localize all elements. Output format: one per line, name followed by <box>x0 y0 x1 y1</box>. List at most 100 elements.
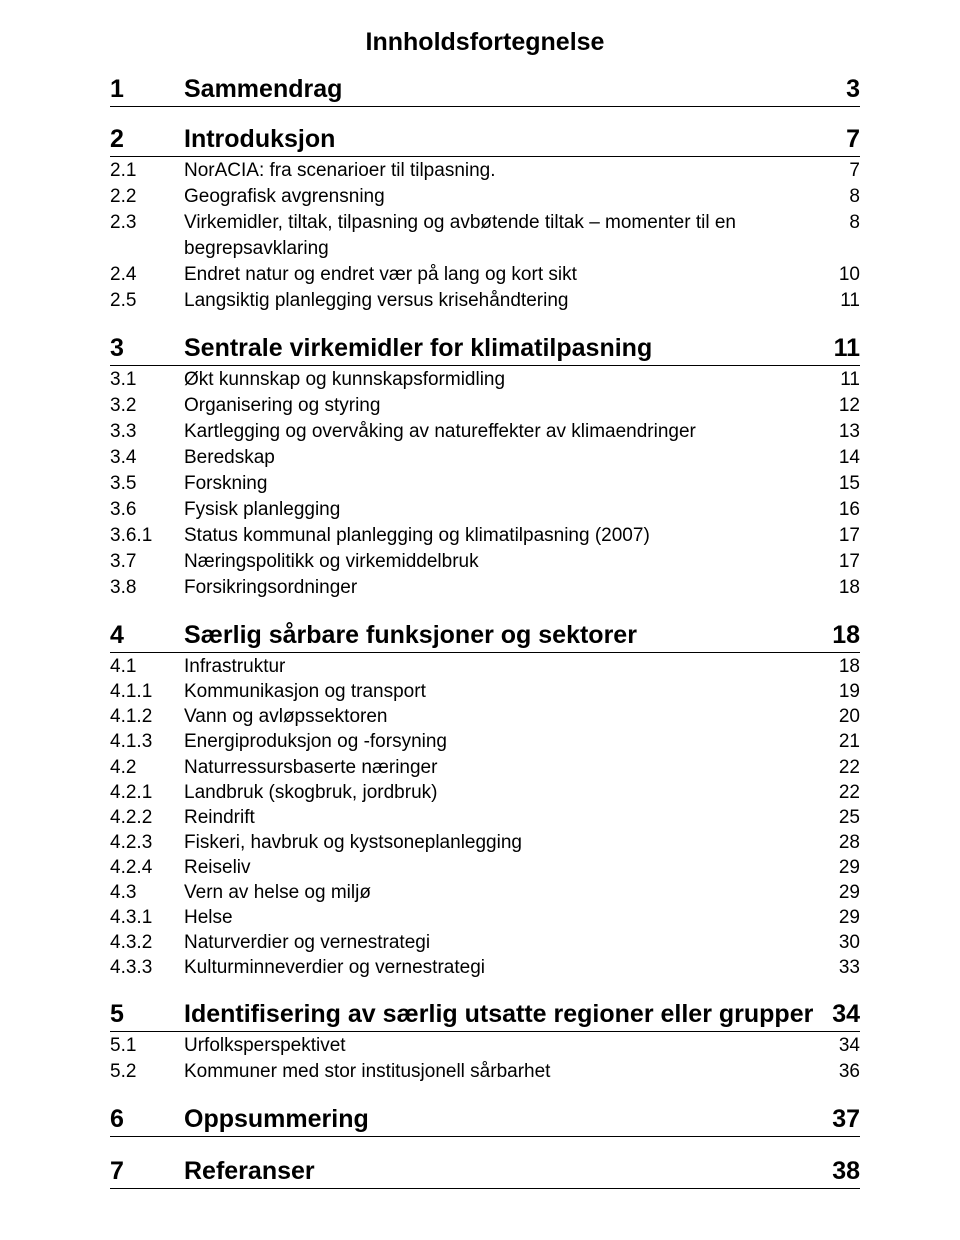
entry-label: Fiskeri, havbruk og kystsoneplanlegging <box>184 830 826 855</box>
entry-label: Kommunikasjon og transport <box>184 679 826 704</box>
entry-number: 4.3.2 <box>110 930 184 955</box>
toc-section: 6 Oppsummering 37 <box>110 1105 860 1137</box>
toc-entry: 3.7 Næringspolitikk og virkemiddelbruk 1… <box>110 549 860 575</box>
toc-section: 3 Sentrale virkemidler for klimatilpasni… <box>110 334 860 601</box>
entry-page: 12 <box>826 393 860 419</box>
entry-page: 28 <box>826 830 860 855</box>
section-page: 11 <box>826 334 860 363</box>
section-number: 4 <box>110 621 184 650</box>
section-number: 3 <box>110 334 184 363</box>
toc-section: 2 Introduksjon 7 2.1 NorACIA: fra scenar… <box>110 125 860 314</box>
toc-entry: 5.2 Kommuner med stor institusjonell sår… <box>110 1059 860 1085</box>
entry-page: 17 <box>826 549 860 575</box>
entry-page: 29 <box>826 880 860 905</box>
entry-page: 16 <box>826 497 860 523</box>
entry-number: 5.2 <box>110 1059 184 1085</box>
entry-label: Urfolksperspektivet <box>184 1033 826 1059</box>
toc-section: 7 Referanser 38 <box>110 1157 860 1189</box>
entry-number: 3.5 <box>110 471 184 497</box>
entry-number: 3.8 <box>110 575 184 601</box>
toc-entry: 4.3.2 Naturverdier og vernestrategi 30 <box>110 930 860 955</box>
section-label: Særlig sårbare funksjoner og sektorer <box>184 621 826 650</box>
section-page: 37 <box>826 1105 860 1134</box>
entry-page: 18 <box>826 654 860 679</box>
entry-number: 2.2 <box>110 184 184 210</box>
section-label: Introduksjon <box>184 125 826 154</box>
toc-entry: 4.1 Infrastruktur 18 <box>110 654 860 679</box>
entry-page: 21 <box>826 729 860 754</box>
entry-page: 19 <box>826 679 860 704</box>
entry-page: 22 <box>826 780 860 805</box>
toc-entry: 2.5 Langsiktig planlegging versus kriseh… <box>110 288 860 314</box>
entry-number: 4.2.1 <box>110 780 184 805</box>
entry-label: Naturressursbaserte næringer <box>184 755 826 780</box>
toc-entry: 3.2 Organisering og styring 12 <box>110 393 860 419</box>
entry-page: 13 <box>826 419 860 445</box>
section-heading: 4 Særlig sårbare funksjoner og sektorer … <box>110 621 860 653</box>
toc-entry: 2.3 Virkemidler, tiltak, tilpasning og a… <box>110 210 860 262</box>
entry-page: 7 <box>826 158 860 184</box>
toc-entry: 4.2 Naturressursbaserte næringer 22 <box>110 755 860 780</box>
entry-page: 22 <box>826 755 860 780</box>
section-page: 3 <box>826 75 860 104</box>
entry-page: 34 <box>826 1033 860 1059</box>
entry-number: 3.2 <box>110 393 184 419</box>
entry-number: 4.1 <box>110 654 184 679</box>
section-heading: 6 Oppsummering 37 <box>110 1105 860 1137</box>
toc-entry: 4.2.1 Landbruk (skogbruk, jordbruk) 22 <box>110 780 860 805</box>
toc-entry: 2.1 NorACIA: fra scenarioer til tilpasni… <box>110 158 860 184</box>
toc-entry: 2.2 Geografisk avgrensning 8 <box>110 184 860 210</box>
entry-page: 25 <box>826 805 860 830</box>
entry-page: 8 <box>826 210 860 262</box>
entry-label: Næringspolitikk og virkemiddelbruk <box>184 549 826 575</box>
entry-page: 30 <box>826 930 860 955</box>
section-number: 2 <box>110 125 184 154</box>
toc-entry: 3.6.1 Status kommunal planlegging og kli… <box>110 523 860 549</box>
toc-entry: 4.1.3 Energiproduksjon og -forsyning 21 <box>110 729 860 754</box>
entry-label: NorACIA: fra scenarioer til tilpasning. <box>184 158 826 184</box>
section-heading: 3 Sentrale virkemidler for klimatilpasni… <box>110 334 860 366</box>
entry-page: 18 <box>826 575 860 601</box>
entry-number: 2.3 <box>110 210 184 262</box>
entry-label: Organisering og styring <box>184 393 826 419</box>
entry-label: Forsikringsordninger <box>184 575 826 601</box>
section-label: Sentrale virkemidler for klimatilpasning <box>184 334 826 363</box>
entry-page: 29 <box>826 905 860 930</box>
section-number: 6 <box>110 1105 184 1134</box>
entry-page: 10 <box>826 262 860 288</box>
toc-section: 1 Sammendrag 3 <box>110 75 860 107</box>
entry-page: 15 <box>826 471 860 497</box>
entry-label: Vann og avløpssektoren <box>184 704 826 729</box>
entry-number: 2.4 <box>110 262 184 288</box>
entry-label: Kartlegging og overvåking av natureffekt… <box>184 419 826 445</box>
entry-label: Langsiktig planlegging versus krisehåndt… <box>184 288 826 314</box>
toc-entry: 3.3 Kartlegging og overvåking av naturef… <box>110 419 860 445</box>
toc-entry: 3.5 Forskning 15 <box>110 471 860 497</box>
toc-entry: 3.4 Beredskap 14 <box>110 445 860 471</box>
toc-entry: 5.1 Urfolksperspektivet 34 <box>110 1033 860 1059</box>
entry-number: 4.2.2 <box>110 805 184 830</box>
entry-number: 4.1.2 <box>110 704 184 729</box>
toc-entry: 4.2.3 Fiskeri, havbruk og kystsoneplanle… <box>110 830 860 855</box>
entry-page: 11 <box>826 367 860 393</box>
entry-page: 17 <box>826 523 860 549</box>
entry-label: Landbruk (skogbruk, jordbruk) <box>184 780 826 805</box>
entry-number: 4.2.4 <box>110 855 184 880</box>
toc-entry: 4.3.1 Helse 29 <box>110 905 860 930</box>
section-page: 18 <box>826 621 860 650</box>
entry-number: 3.7 <box>110 549 184 575</box>
entry-label: Beredskap <box>184 445 826 471</box>
entry-number: 4.3.3 <box>110 955 184 980</box>
section-heading: 5 Identifisering av særlig utsatte regio… <box>110 1000 860 1032</box>
entry-label: Helse <box>184 905 826 930</box>
entry-page: 36 <box>826 1059 860 1085</box>
entry-page: 8 <box>826 184 860 210</box>
entry-number: 4.1.3 <box>110 729 184 754</box>
entry-label: Energiproduksjon og -forsyning <box>184 729 826 754</box>
entry-number: 2.5 <box>110 288 184 314</box>
toc-section: 5 Identifisering av særlig utsatte regio… <box>110 1000 860 1085</box>
entry-label: Økt kunnskap og kunnskapsformidling <box>184 367 826 393</box>
toc-entry: 3.8 Forsikringsordninger 18 <box>110 575 860 601</box>
section-heading: 2 Introduksjon 7 <box>110 125 860 157</box>
section-heading: 1 Sammendrag 3 <box>110 75 860 107</box>
